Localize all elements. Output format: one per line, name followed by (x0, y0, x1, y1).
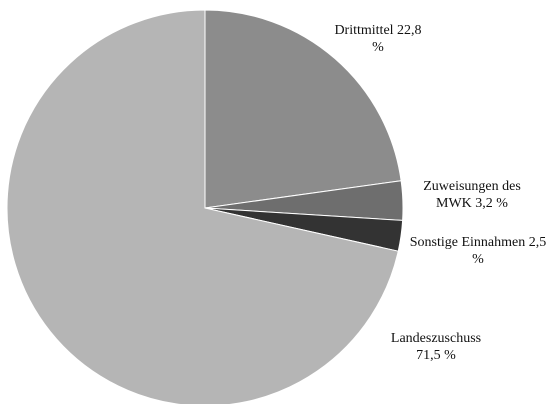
pie-slice (204, 9, 402, 209)
category-label: Zuweisungen des MWK (423, 179, 521, 211)
slice-label: Drittmittel 22,8 % (328, 22, 428, 56)
value-label: 3,2 % (475, 196, 508, 211)
value-label: 22,8 % (372, 23, 422, 55)
slice-label: Zuweisungen des MWK 3,2 % (407, 178, 537, 212)
category-label: Drittmittel (334, 23, 394, 38)
category-label: Sonstige Einnahmen (409, 235, 526, 250)
slice-label: Landeszuschuss 71,5 % (381, 330, 491, 364)
category-label: Landeszuschuss (390, 331, 482, 346)
pie-slice (6, 9, 399, 404)
value-label: 71,5 % (416, 348, 456, 363)
slice-label: Sonstige Einnahmen 2,5 % (408, 234, 548, 268)
value-label: 2,5 % (472, 235, 547, 267)
